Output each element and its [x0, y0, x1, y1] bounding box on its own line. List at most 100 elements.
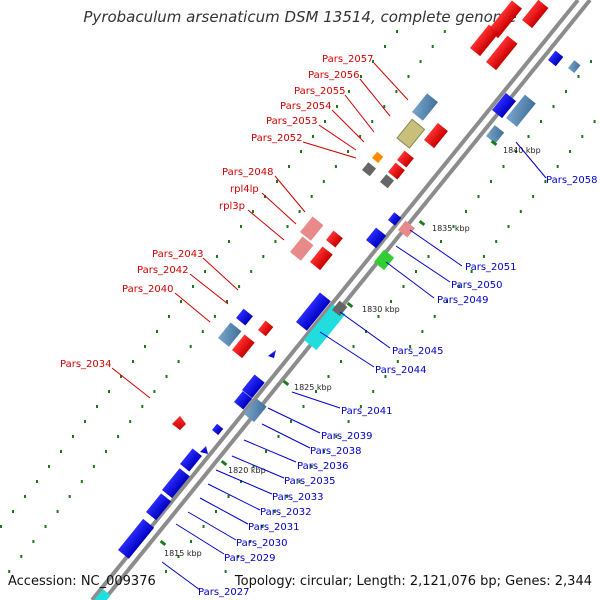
guide-dot — [252, 465, 255, 468]
guide-dot — [240, 225, 242, 228]
gene-label-pars-2033[interactable]: Pars_2033 — [272, 492, 323, 503]
guide-dots — [0, 30, 596, 573]
gene-label-pars-2034[interactable]: Pars_2034 — [60, 359, 111, 370]
gene-label-pars-2027[interactable]: Pars_2027 — [198, 587, 249, 598]
guide-dot — [340, 360, 342, 363]
guide-dot — [190, 540, 192, 543]
guide-dot — [507, 225, 510, 228]
gene-label-pars-2040[interactable]: Pars_2040 — [122, 284, 173, 295]
gene-label-pars-2041[interactable]: Pars_2041 — [341, 406, 392, 417]
guide-dot — [352, 345, 355, 348]
guide-dot — [132, 360, 134, 363]
kbp-mark: 1830 kbp — [362, 305, 400, 314]
guide-dot — [377, 315, 380, 318]
reverse-genes — [94, 50, 581, 600]
guide-dot — [298, 480, 301, 483]
gene-label-pars-2052[interactable]: Pars_2052 — [251, 133, 302, 144]
guide-dot — [310, 195, 313, 198]
guide-dot — [495, 240, 498, 243]
guide-dot — [335, 435, 338, 438]
guide-dot — [577, 75, 580, 78]
guide-dot — [336, 105, 338, 108]
guide-dot — [348, 90, 350, 93]
guide-dot — [544, 180, 547, 183]
guide-dot — [20, 555, 23, 558]
guide-dot — [323, 450, 325, 453]
guide-dot — [226, 300, 228, 303]
guide-dot — [300, 150, 302, 153]
guide-dot — [215, 510, 217, 513]
gene-label-pars-2036[interactable]: Pars_2036 — [297, 461, 348, 472]
guide-dot — [12, 510, 14, 513]
guide-dot — [129, 420, 132, 423]
guide-dot — [310, 465, 313, 468]
guide-dot — [92, 465, 95, 468]
gene-label-pars-2035[interactable]: Pars_2035 — [284, 476, 335, 487]
kbp-mark: 1835 kbp — [432, 224, 470, 233]
guide-dot — [274, 240, 277, 243]
gene-label-pars-2056[interactable]: Pars_2056 — [308, 70, 359, 81]
guide-dot — [396, 360, 399, 363]
gene-label-pars-2038[interactable]: Pars_2038 — [310, 446, 361, 457]
guide-dot — [288, 165, 290, 168]
guide-dot — [48, 465, 50, 468]
gene-label-pars-2049[interactable]: Pars_2049 — [437, 295, 488, 306]
guide-dot — [372, 390, 375, 393]
guide-dot — [440, 240, 442, 243]
guide-dot — [347, 150, 349, 153]
gene-label-pars-2058[interactable]: Pars_2058 — [546, 175, 597, 186]
gene-label-pars-2042[interactable]: Pars_2042 — [137, 265, 188, 276]
gene-label-pars-2051[interactable]: Pars_2051 — [465, 262, 516, 273]
guide-dot — [502, 165, 505, 168]
guide-dot — [419, 60, 422, 63]
guide-dot — [540, 120, 542, 123]
guide-dot — [371, 120, 374, 123]
guide-dot — [264, 195, 266, 198]
gene-label-pars-2043[interactable]: Pars_2043 — [152, 249, 203, 260]
gene-label-pars-2055[interactable]: Pars_2055 — [294, 86, 345, 97]
forward-genes — [172, 0, 549, 430]
gene-label-pars-2044[interactable]: Pars_2044 — [375, 365, 426, 376]
guide-dot — [141, 405, 144, 408]
guide-dot — [322, 180, 325, 183]
guide-dot — [347, 420, 350, 423]
gene-label-pars-2031[interactable]: Pars_2031 — [248, 522, 299, 533]
gene-label-pars-2050[interactable]: Pars_2050 — [451, 280, 502, 291]
guide-dot — [117, 435, 120, 438]
guide-dot — [384, 45, 386, 48]
guide-dot — [527, 135, 530, 138]
guide-dot — [165, 375, 168, 378]
gene-label-pars-2045[interactable]: Pars_2045 — [392, 346, 443, 357]
guide-dot — [224, 570, 227, 573]
guide-dot — [532, 195, 535, 198]
gene-label-pars-2054[interactable]: Pars_2054 — [280, 101, 331, 112]
gene-label-pars-2032[interactable]: Pars_2032 — [260, 507, 311, 518]
guide-dot — [477, 195, 480, 198]
gene-label-pars-2029[interactable]: Pars_2029 — [224, 553, 275, 564]
guide-dot — [465, 210, 467, 213]
guide-dot — [68, 495, 71, 498]
gene-label-pars-2039[interactable]: Pars_2039 — [321, 431, 372, 442]
gene-label-rpl4lp[interactable]: rpl4lp — [230, 184, 259, 195]
kbp-mark: 1815 kbp — [164, 549, 202, 558]
page-title: Pyrobaculum arsenaticum DSM 13514, compl… — [83, 8, 517, 26]
guide-dot — [415, 270, 417, 273]
guide-dot — [238, 285, 241, 288]
gene-label-rpl3p[interactable]: rpl3p — [219, 201, 245, 212]
guide-dot — [261, 525, 264, 528]
guide-dot — [490, 180, 492, 183]
guide-dot — [189, 345, 192, 348]
guide-dot — [569, 150, 571, 153]
gene-label-pars-2030[interactable]: Pars_2030 — [236, 538, 287, 549]
guide-dot — [201, 330, 204, 333]
guide-dot — [252, 210, 254, 213]
guide-dot — [165, 570, 167, 573]
gene-label-pars-2048[interactable]: Pars_2048 — [222, 167, 273, 178]
gene-label-pars-2057[interactable]: Pars_2057 — [322, 54, 373, 65]
guide-dot — [228, 240, 230, 243]
guide-dot — [359, 135, 362, 138]
guide-dot — [265, 450, 267, 453]
guide-dot — [590, 60, 592, 63]
gene-label-pars-2053[interactable]: Pars_2053 — [266, 116, 317, 127]
